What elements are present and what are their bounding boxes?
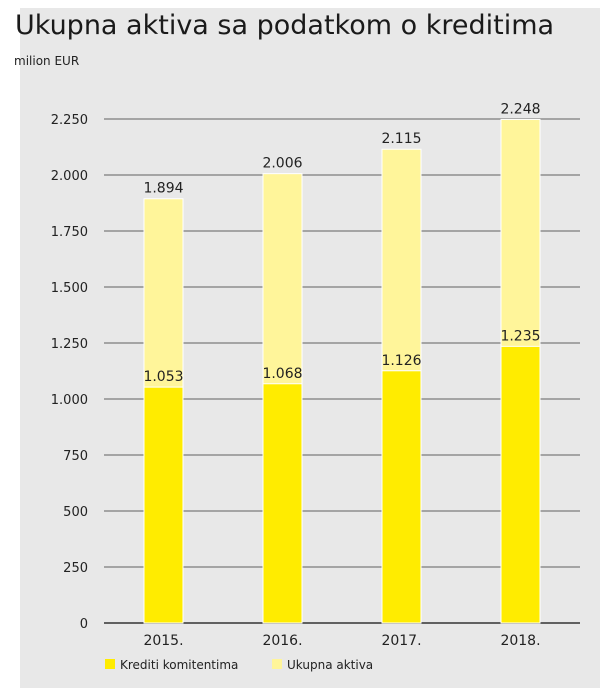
legend-label: Krediti komitentima — [120, 658, 238, 672]
y-tick-label: 1.500 — [51, 281, 88, 296]
data-label-ukupna-aktiva: 2.006 — [262, 156, 302, 172]
data-label-krediti: 1.053 — [143, 369, 183, 385]
y-tick-label: 2.250 — [51, 113, 88, 128]
y-tick-label: 500 — [63, 505, 88, 520]
bar-krediti-komitentima — [262, 383, 303, 624]
data-label-ukupna-aktiva: 1.894 — [143, 181, 183, 197]
y-tick-label: 250 — [63, 561, 88, 576]
legend-swatch — [272, 659, 282, 669]
x-tick-label: 2017. — [381, 633, 421, 649]
y-tick-label: 750 — [63, 449, 88, 464]
bar-krediti-komitentima — [381, 370, 422, 624]
x-tick-label: 2018. — [500, 633, 540, 649]
y-tick-label: 1.250 — [51, 337, 88, 352]
data-label-ukupna-aktiva: 2.248 — [500, 101, 540, 117]
data-label-krediti: 1.068 — [262, 366, 302, 382]
x-tick-label: 2015. — [143, 633, 183, 649]
legend-label: Ukupna aktiva — [287, 658, 373, 672]
data-label-ukupna-aktiva: 2.115 — [381, 131, 421, 147]
chart-subtitle: milion EUR — [14, 54, 80, 68]
y-tick-label: 1.000 — [51, 393, 88, 408]
chart-title: Ukupna aktiva sa podatkom o kreditima — [15, 10, 555, 41]
legend-swatch — [105, 659, 115, 669]
y-tick-label: 0 — [80, 617, 88, 632]
bar-krediti-komitentima — [500, 345, 541, 624]
y-tick-label: 1.750 — [51, 225, 88, 240]
y-tick-label: 2.000 — [51, 169, 88, 184]
data-label-krediti: 1.126 — [381, 353, 421, 369]
data-label-krediti: 1.235 — [500, 328, 540, 344]
bar-krediti-komitentima — [143, 386, 184, 624]
x-tick-label: 2016. — [262, 633, 302, 649]
